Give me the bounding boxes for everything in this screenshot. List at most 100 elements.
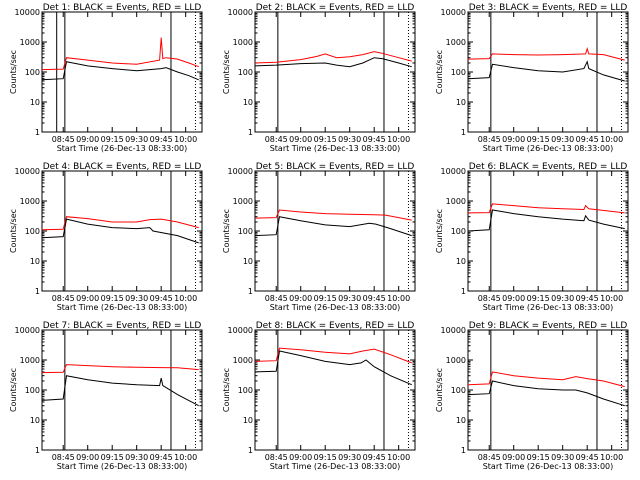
- x-tick-label: 09:00: [502, 453, 525, 462]
- y-tick-label: 10: [243, 416, 253, 425]
- x-tick-label: 09:00: [502, 135, 525, 144]
- plot-frame: [467, 170, 629, 292]
- x-tick-label: 09:15: [527, 294, 550, 303]
- y-tick-label: 10: [243, 98, 253, 107]
- panel-1: Det 1: BLACK = Events, RED = LLD 1 10 100 10…: [9, 3, 203, 153]
- plot-frame: [254, 329, 416, 451]
- y-axis-label: Counts/sec: [435, 50, 444, 94]
- x-tick-label: 09:15: [527, 135, 550, 144]
- chart-title: Det 9: BLACK = Events, RED = LLD: [469, 321, 628, 331]
- y-tick-label: 100: [238, 68, 253, 77]
- x-axis-label: Start Time (26-Dec-13 08:33:00): [483, 462, 614, 471]
- y-tick-label: 10: [456, 416, 466, 425]
- x-tick-label: 08:45: [265, 453, 288, 462]
- x-tick-label: 09:00: [289, 453, 312, 462]
- x-tick-label: 09:15: [314, 294, 337, 303]
- y-tick-label: 1: [35, 446, 40, 455]
- x-tick-label: 08:45: [52, 135, 75, 144]
- y-tick-label: 1: [248, 287, 253, 296]
- x-axis-label: Start Time (26-Dec-13 08:33:00): [57, 303, 188, 312]
- x-tick-label: 09:30: [551, 135, 574, 144]
- y-axis-label: Counts/sec: [435, 209, 444, 253]
- y-tick-label: 10: [243, 257, 253, 266]
- panel-3: Det 3: BLACK = Events, RED = LLD 1 10 100 10…: [435, 3, 629, 153]
- y-tick-label: 1000: [446, 38, 466, 47]
- x-tick-label: 09:15: [101, 135, 124, 144]
- y-tick-label: 10: [30, 257, 40, 266]
- chart-title: Det 6: BLACK = Events, RED = LLD: [469, 162, 628, 172]
- series-line-black: [254, 57, 412, 68]
- x-tick-label: 09:30: [551, 294, 574, 303]
- chart-title: Det 7: BLACK = Events, RED = LLD: [43, 321, 202, 331]
- y-tick-label: 10000: [15, 326, 40, 335]
- x-tick-label: 09:00: [76, 135, 99, 144]
- x-tick-label: 10:00: [600, 453, 623, 462]
- chart-title: Det 8: BLACK = Events, RED = LLD: [256, 321, 415, 331]
- x-tick-label: 09:15: [101, 294, 124, 303]
- y-tick-label: 1000: [446, 356, 466, 365]
- plot-frame: [254, 11, 416, 133]
- y-tick-label: 1: [248, 128, 253, 137]
- plot-frame: [254, 170, 416, 292]
- x-tick-label: 09:45: [150, 294, 173, 303]
- y-axis-label: Counts/sec: [9, 209, 18, 253]
- x-axis-label: Start Time (26-Dec-13 08:33:00): [270, 462, 401, 471]
- y-tick-label: 1: [461, 128, 466, 137]
- x-tick-label: 09:30: [551, 453, 574, 462]
- y-tick-label: 1: [461, 287, 466, 296]
- y-tick-label: 100: [25, 386, 40, 395]
- y-tick-label: 1000: [20, 197, 40, 206]
- series-line-red: [41, 364, 199, 374]
- x-tick-label: 09:00: [76, 453, 99, 462]
- x-tick-label: 09:45: [150, 135, 173, 144]
- x-axis-label: Start Time (26-Dec-13 08:33:00): [57, 144, 188, 153]
- series-line-red: [254, 209, 412, 221]
- x-axis-label: Start Time (26-Dec-13 08:33:00): [57, 462, 188, 471]
- y-tick-label: 10: [456, 98, 466, 107]
- x-tick-label: 09:30: [125, 135, 148, 144]
- x-tick-label: 09:00: [289, 294, 312, 303]
- x-tick-label: 09:45: [363, 453, 386, 462]
- y-tick-label: 1: [35, 128, 40, 137]
- series-line-black: [41, 375, 199, 407]
- x-tick-label: 08:45: [265, 135, 288, 144]
- x-tick-label: 09:30: [338, 453, 361, 462]
- panel-5: Det 5: BLACK = Events, RED = LLD 1 10 100 10…: [222, 162, 416, 312]
- y-axis-label: Counts/sec: [435, 368, 444, 412]
- y-tick-label: 10: [30, 416, 40, 425]
- x-tick-label: 09:30: [338, 135, 361, 144]
- series-line-black: [254, 350, 412, 386]
- x-tick-label: 08:45: [478, 294, 501, 303]
- y-tick-label: 10000: [228, 326, 253, 335]
- x-tick-label: 10:00: [174, 294, 197, 303]
- y-axis-label: Counts/sec: [222, 50, 231, 94]
- plot-frame: [41, 329, 203, 451]
- chart-title: Det 4: BLACK = Events, RED = LLD: [43, 162, 202, 172]
- x-tick-label: 09:15: [314, 135, 337, 144]
- x-tick-label: 10:00: [387, 453, 410, 462]
- plot-frame: [467, 11, 629, 133]
- series-line-red: [41, 37, 199, 71]
- y-tick-label: 100: [451, 386, 466, 395]
- chart-title: Det 1: BLACK = Events, RED = LLD: [43, 3, 202, 13]
- y-tick-label: 10000: [441, 8, 466, 17]
- y-tick-label: 100: [25, 68, 40, 77]
- chart-title: Det 5: BLACK = Events, RED = LLD: [256, 162, 415, 172]
- x-tick-label: 10:00: [387, 135, 410, 144]
- x-tick-label: 08:45: [265, 294, 288, 303]
- x-tick-label: 09:00: [76, 294, 99, 303]
- panel-8: Det 8: BLACK = Events, RED = LLD 1 10 100 10…: [222, 321, 416, 471]
- x-tick-label: 09:00: [289, 135, 312, 144]
- y-tick-label: 1: [461, 446, 466, 455]
- y-tick-label: 100: [238, 227, 253, 236]
- y-tick-label: 10: [30, 98, 40, 107]
- y-tick-label: 1000: [233, 197, 253, 206]
- series-line-red: [41, 216, 199, 231]
- x-axis-label: Start Time (26-Dec-13 08:33:00): [483, 144, 614, 153]
- y-tick-label: 1000: [20, 356, 40, 365]
- plot-frame: [41, 170, 203, 292]
- x-tick-label: 10:00: [600, 135, 623, 144]
- y-tick-label: 1000: [233, 356, 253, 365]
- y-tick-label: 1000: [233, 38, 253, 47]
- series-line-black: [467, 209, 625, 232]
